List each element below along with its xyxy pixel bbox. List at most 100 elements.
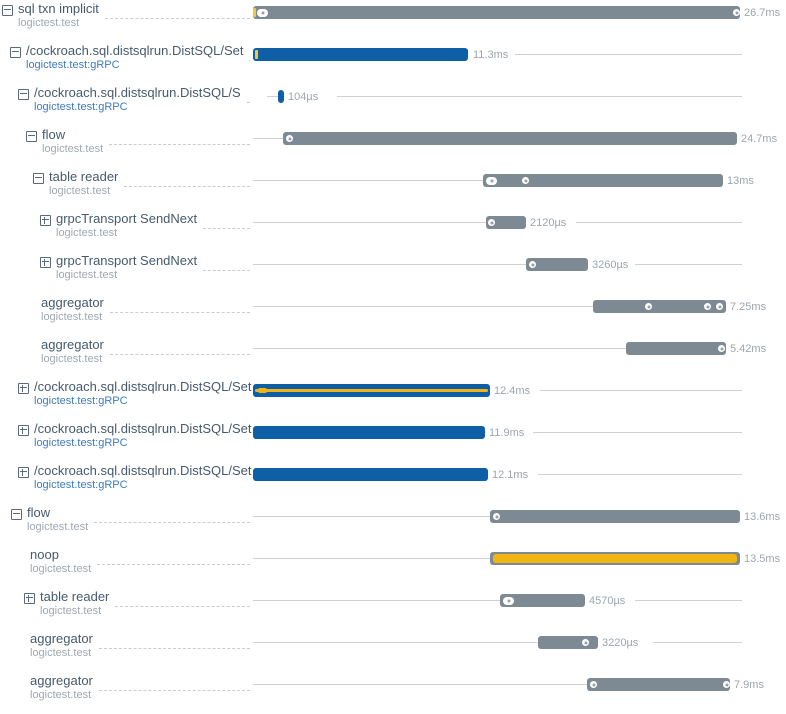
span-label: aggregator logictest.test — [0, 672, 253, 701]
span-bar[interactable] — [490, 552, 740, 565]
collapse-icon[interactable] — [11, 509, 22, 520]
span-log-marker-tick[interactable] — [255, 50, 258, 59]
span-sublabel[interactable]: logictest.test:gRPC — [26, 59, 120, 71]
span-texts: aggregator logictest.test — [41, 337, 104, 366]
span-log-marker-dot[interactable] — [286, 135, 293, 142]
span-name[interactable]: aggregator — [30, 673, 93, 688]
collapse-icon[interactable] — [18, 89, 29, 100]
span-sublabel: logictest.test — [27, 521, 89, 533]
trace-span-row: noop logictest.test 13.5ms — [0, 546, 786, 588]
span-name[interactable]: table reader — [40, 589, 110, 604]
span-log-marker-dot[interactable] — [718, 345, 725, 352]
timeline-line-before — [253, 264, 526, 265]
span-name[interactable]: grpcTransport SendNext — [56, 211, 198, 226]
span-log-marker-dot[interactable] — [582, 639, 589, 646]
leader-dashed-line — [104, 2, 250, 19]
span-log-marker-dot[interactable] — [522, 177, 529, 184]
span-log-marker-dot[interactable] — [493, 513, 500, 520]
timeline-line-after — [540, 390, 742, 391]
span-log-marker-blob[interactable] — [258, 388, 267, 393]
trace-span-row: /cockroach.sql.distsqlrun.DistSQL/Set lo… — [0, 378, 786, 420]
span-duration: 7.9ms — [734, 679, 764, 691]
expand-icon[interactable] — [18, 467, 29, 478]
trace-span-row: table reader logictest.test 13ms — [0, 168, 786, 210]
span-sublabel: logictest.test — [30, 563, 92, 575]
collapse-icon[interactable] — [26, 131, 37, 142]
span-bar[interactable] — [587, 678, 730, 691]
span-bar[interactable] — [253, 6, 740, 19]
span-log-marker-dot[interactable] — [529, 261, 536, 268]
expand-icon[interactable] — [40, 257, 51, 268]
span-name[interactable]: flow — [42, 127, 66, 142]
span-log-marker-pill[interactable] — [503, 597, 514, 605]
span-timeline: 24.7ms — [253, 126, 777, 168]
span-bar[interactable] — [483, 174, 723, 187]
expand-icon[interactable] — [18, 425, 29, 436]
span-name[interactable]: /cockroach.sql.distsqlrun.DistSQL/Set — [34, 379, 252, 394]
span-bar[interactable] — [490, 510, 740, 523]
span-name[interactable]: sql txn implicit — [18, 1, 99, 16]
timeline-line-after — [538, 474, 742, 475]
span-bar[interactable] — [500, 594, 585, 607]
span-bar[interactable] — [593, 300, 726, 313]
collapse-icon[interactable] — [33, 173, 44, 184]
span-sublabel: logictest.test — [30, 689, 92, 701]
span-timeline: 13.6ms — [253, 504, 780, 546]
span-duration: 12.1ms — [492, 469, 529, 481]
span-log-marker-dot[interactable] — [488, 219, 495, 226]
leader-dashed-line — [94, 506, 250, 523]
span-name[interactable]: /cockroach.sql.distsqlrun.DistSQL/Set — [26, 43, 244, 58]
span-name[interactable]: aggregator — [41, 295, 104, 310]
span-bar[interactable] — [253, 48, 468, 61]
span-sublabel[interactable]: logictest.test:gRPC — [34, 395, 128, 407]
span-name[interactable]: /cockroach.sql.distsqlrun.DistSQL/Set — [34, 421, 252, 436]
expand-icon[interactable] — [18, 383, 29, 394]
yellow-fill — [493, 554, 737, 563]
collapse-icon[interactable] — [2, 5, 13, 16]
timeline-line-before — [253, 516, 490, 517]
span-name[interactable]: aggregator — [30, 631, 93, 646]
span-bar[interactable] — [626, 342, 726, 355]
span-name[interactable]: /cockroach.sql.distsqlrun.DistSQL/S — [34, 85, 241, 100]
span-log-marker-dot[interactable] — [716, 303, 723, 310]
span-log-marker-pill[interactable] — [257, 9, 268, 17]
span-bar[interactable] — [283, 132, 737, 145]
span-bar[interactable] — [538, 636, 598, 649]
span-sublabel[interactable]: logictest.test:gRPC — [34, 101, 128, 113]
indent-spacer — [0, 506, 11, 507]
span-timeline: 2120µs — [253, 210, 742, 252]
span-bar[interactable] — [253, 468, 488, 481]
span-label: flow logictest.test — [0, 126, 253, 155]
span-name[interactable]: flow — [27, 505, 51, 520]
span-sublabel[interactable]: logictest.test:gRPC — [34, 479, 128, 491]
trace-span-row: /cockroach.sql.distsqlrun.DistSQL/Set lo… — [0, 42, 786, 84]
span-log-marker-dot[interactable] — [723, 681, 730, 688]
span-timeline: 12.4ms — [253, 378, 742, 420]
indent-spacer — [0, 2, 2, 3]
timeline-line-after — [515, 54, 742, 55]
span-name[interactable]: noop — [30, 547, 59, 562]
span-log-marker-pill[interactable] — [486, 177, 497, 185]
span-bar[interactable] — [253, 426, 485, 439]
span-log-marker-dot[interactable] — [733, 9, 740, 16]
expand-icon[interactable] — [40, 215, 51, 226]
span-log-marker-dot[interactable] — [704, 303, 711, 310]
span-sublabel[interactable]: logictest.test:gRPC — [34, 437, 128, 449]
span-duration: 13ms — [727, 175, 754, 187]
span-name[interactable]: /cockroach.sql.distsqlrun.DistSQL/Set — [34, 463, 252, 478]
span-name[interactable]: table reader — [49, 169, 119, 184]
expand-icon[interactable] — [24, 593, 35, 604]
span-bar[interactable] — [486, 216, 526, 229]
span-name[interactable]: aggregator — [41, 337, 104, 352]
span-log-marker-tick[interactable] — [253, 8, 256, 17]
indent-spacer — [0, 422, 18, 423]
span-log-marker-dot[interactable] — [590, 681, 597, 688]
span-bar[interactable] — [278, 90, 284, 103]
collapse-icon[interactable] — [10, 47, 21, 58]
span-bar[interactable] — [253, 384, 490, 397]
leader-dashed-line — [203, 254, 250, 271]
span-log-marker-dot[interactable] — [645, 303, 652, 310]
span-bar[interactable] — [526, 258, 588, 271]
span-texts: aggregator logictest.test — [30, 631, 93, 660]
span-name[interactable]: grpcTransport SendNext — [56, 253, 198, 268]
